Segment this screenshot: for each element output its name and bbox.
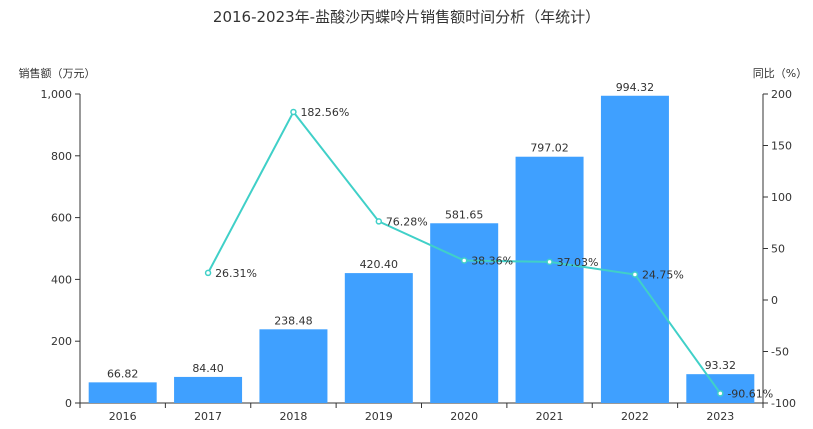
y-left-axis-title: 销售额（万元） (19, 66, 96, 80)
bar (686, 374, 755, 403)
yoy-value-label: 26.31% (215, 267, 257, 280)
bar (515, 156, 584, 403)
x-tick-label: 2022 (621, 410, 649, 423)
bar (174, 376, 243, 403)
y-right-tick-label: -100 (771, 397, 796, 410)
y-left-tick-label: 600 (51, 212, 72, 225)
yoy-point (290, 108, 297, 116)
y-right-tick-label: 150 (771, 140, 792, 153)
yoy-point (460, 257, 468, 264)
chart-title: 2016-2023年-盐酸沙丙蝶呤片销售额时间分析（年统计） (212, 8, 601, 26)
bar-value-label: 238.48 (274, 314, 313, 327)
yoy-value-label: 76.28% (386, 215, 428, 228)
bar-value-label: 84.40 (192, 362, 224, 375)
yoy-value-label: -90.61% (727, 387, 773, 400)
y-left-tick-label: 200 (51, 335, 72, 348)
bar (259, 329, 328, 403)
bar-value-label: 797.02 (530, 142, 569, 155)
yoy-point (717, 390, 724, 397)
yoy-point (546, 258, 553, 266)
bar-value-label: 420.40 (360, 258, 399, 271)
y-right-tick-label: 100 (771, 191, 792, 204)
y-right-tick-label: 50 (771, 243, 785, 256)
bar (344, 273, 413, 403)
y-left-tick-label: 0 (65, 397, 72, 410)
y-right-axis-title: 同比（%） (753, 67, 807, 80)
x-tick-label: 2021 (536, 410, 564, 423)
y-left-tick-label: 400 (51, 273, 72, 286)
x-tick-label: 2019 (365, 410, 393, 423)
bar-value-label: 66.82 (107, 367, 139, 380)
yoy-value-label: 24.75% (642, 269, 684, 282)
yoy-value-label: 38.36% (471, 254, 513, 267)
yoy-value-label: 37.03% (557, 256, 599, 269)
x-tick-label: 2023 (706, 410, 734, 423)
x-tick-label: 2016 (109, 410, 137, 423)
x-tick-label: 2018 (279, 410, 307, 423)
yoy-point (631, 271, 639, 278)
yoy-point (204, 269, 212, 277)
bar (430, 223, 499, 403)
y-right-tick-label: 200 (771, 88, 792, 101)
x-tick-label: 2020 (450, 410, 478, 423)
bar-value-label: 994.32 (616, 81, 655, 94)
y-right-tick-label: 0 (771, 294, 778, 307)
bar (88, 382, 157, 403)
yoy-value-label: 182.56% (300, 106, 349, 119)
y-right-tick-label: -50 (771, 346, 789, 359)
y-left-tick-label: 800 (51, 150, 72, 163)
x-tick-label: 2017 (194, 410, 222, 423)
bar-value-label: 581.65 (445, 208, 484, 221)
bar (600, 95, 669, 403)
y-left-tick-label: 1,000 (41, 88, 73, 101)
bar-value-label: 93.32 (705, 359, 737, 372)
yoy-point (375, 218, 383, 225)
